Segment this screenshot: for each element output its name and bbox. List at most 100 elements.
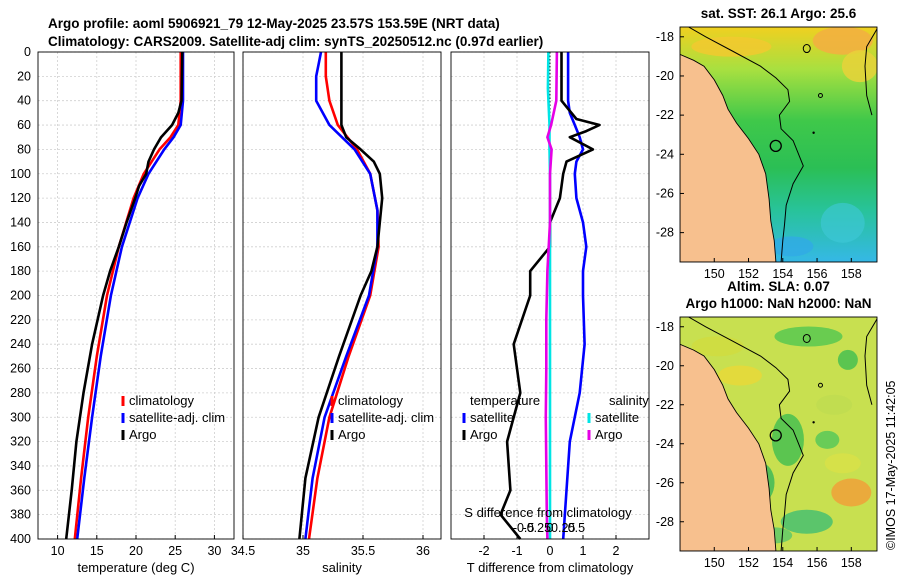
series-line-argo: [298, 52, 384, 540]
x-tick-label: 25: [168, 544, 182, 558]
x-tick-label: 30: [207, 544, 221, 558]
plot-frame: [37, 51, 235, 540]
depth-tick-label: 320: [10, 435, 31, 449]
legend-title-salinity: salinity: [609, 393, 649, 408]
sla-anomaly-blob: [815, 430, 840, 449]
isobath-contour: [864, 28, 877, 116]
depth-tick-label: 380: [10, 508, 31, 522]
map-lon-label: 154: [772, 556, 793, 570]
series-line-salinity-satellite: [546, 51, 552, 539]
salinity-diff-tick-label: 0: [547, 521, 554, 535]
series-line-climatology: [73, 52, 182, 540]
cool-patch: [820, 202, 865, 243]
x-tick-label: -1: [511, 544, 522, 558]
map-title: Altim. SLA: 0.07: [727, 279, 830, 294]
x-tick-label: 35.5: [351, 544, 375, 558]
series-line-temperature-argo: [499, 52, 601, 540]
sla-map-panel: 150 152 154 156 158 -18 -20 -22 -24 -26 -28 Altim. …: [656, 279, 878, 570]
map-lon-label: 158: [841, 556, 862, 570]
salinity-panel: 34.5 35 35.5 36 salinity climatology satellite…: [231, 51, 442, 575]
salinity-diff-tick-label: 0.5: [568, 521, 585, 535]
isobath-contour: [688, 317, 804, 551]
top-x-axis-label: S difference from climatology: [464, 505, 632, 520]
depth-tick-label: 220: [10, 313, 31, 327]
map-content: [680, 317, 877, 551]
legend-label: climatology: [338, 393, 404, 408]
argo-float-marker: [769, 429, 782, 442]
map-title: sat. SST: 26.1 Argo: 25.6: [701, 6, 857, 21]
plot-frame: [450, 51, 650, 540]
x-tick-label: 15: [90, 544, 104, 558]
series-line-argo: [64, 51, 184, 540]
series-line-satellite-adj-clim: [75, 52, 185, 540]
depth-tick-label: 180: [10, 264, 31, 278]
depth-tick-label: 200: [10, 289, 31, 303]
depth-tick-label: 400: [10, 532, 31, 546]
land-mass: [680, 53, 777, 262]
depth-tick-label: 360: [10, 483, 31, 497]
map-frame: [679, 26, 878, 263]
map-lon-label: 158: [841, 267, 862, 281]
argo-float-marker: [769, 139, 782, 153]
x-axis-label: temperature (deg C): [77, 560, 194, 575]
legend-label: climatology: [129, 393, 195, 408]
reef-contour: [817, 93, 823, 99]
copyright-label: ©IMOS 17-May-2025 11:42:05: [884, 380, 898, 550]
reef-contour: [802, 44, 811, 54]
legend-label: Argo: [129, 427, 156, 442]
map-lat-label: -28: [656, 515, 674, 529]
map-lat-label: -22: [656, 398, 674, 412]
depth-tick-label: 280: [10, 386, 31, 400]
map-lat-label: -28: [656, 226, 674, 240]
legend-label: satellite-adj. clim: [338, 410, 434, 425]
temperature-panel: 0 20 40 60 80 100 120 140 160 180 200 220 240 260 280 3…: [10, 45, 235, 575]
depth-tick-label: 100: [10, 167, 31, 181]
depth-tick-label: 60: [17, 118, 31, 132]
title-line-2: Climatology: CARS2009. Satellite-adj cli…: [48, 34, 543, 49]
map-lat-label: -20: [656, 69, 674, 83]
legend-label: satellite-adj. clim: [129, 410, 225, 425]
legend-label: satellite: [595, 410, 639, 425]
map-lon-label: 156: [807, 556, 828, 570]
plot-frame: [242, 51, 442, 540]
depth-tick-label: 40: [17, 94, 31, 108]
map-lat-label: -26: [656, 186, 674, 200]
reef-dot: [812, 131, 815, 134]
depth-tick-label: 240: [10, 337, 31, 351]
x-tick-label: 20: [129, 544, 143, 558]
map-lon-label: 156: [807, 267, 828, 281]
depth-tick-label: 80: [17, 142, 31, 156]
map-lon-label: 152: [738, 267, 759, 281]
difference-panel: -2 -1 0 1 2 T difference from climatology S di…: [450, 51, 650, 575]
reef-contour: [817, 382, 823, 388]
legend-label: satellite: [470, 410, 514, 425]
x-axis-label: salinity: [322, 560, 362, 575]
salinity-diff-tick-label: 0.25: [551, 521, 575, 535]
map-lat-label: -26: [656, 476, 674, 490]
depth-tick-label: 160: [10, 240, 31, 254]
map-content: [680, 27, 877, 262]
warm-patch: [691, 36, 772, 57]
sla-anomaly-blob: [774, 326, 843, 347]
reef-contour: [802, 333, 811, 343]
map-lon-label: 154: [772, 267, 793, 281]
isobath-contour: [688, 27, 804, 262]
series-line-satellite-adj-clim: [304, 51, 379, 540]
map-lon-label: 150: [704, 556, 725, 570]
map-title: Argo h1000: NaN h2000: NaN: [685, 296, 871, 311]
sla-anomaly-blob: [831, 478, 872, 507]
legend-label: Argo: [595, 427, 622, 442]
depth-tick-label: 140: [10, 215, 31, 229]
title-line-1: Argo profile: aoml 5906921_79 12-May-202…: [48, 16, 500, 31]
warm-patch: [812, 27, 873, 55]
sla-anomaly-blob: [691, 336, 744, 357]
map-lat-label: -18: [656, 320, 674, 334]
x-tick-label: 35: [296, 544, 310, 558]
cool-patch: [769, 236, 814, 257]
map-lat-label: -22: [656, 108, 674, 122]
sla-anomaly-blob: [780, 509, 833, 534]
x-tick-label: -2: [478, 544, 489, 558]
map-lon-label: 150: [704, 267, 725, 281]
depth-tick-label: 120: [10, 191, 31, 205]
sst-map-panel: 150 152 154 156 158 -18 -20 -22 -24 -26 -28 sat. SS…: [656, 6, 878, 281]
